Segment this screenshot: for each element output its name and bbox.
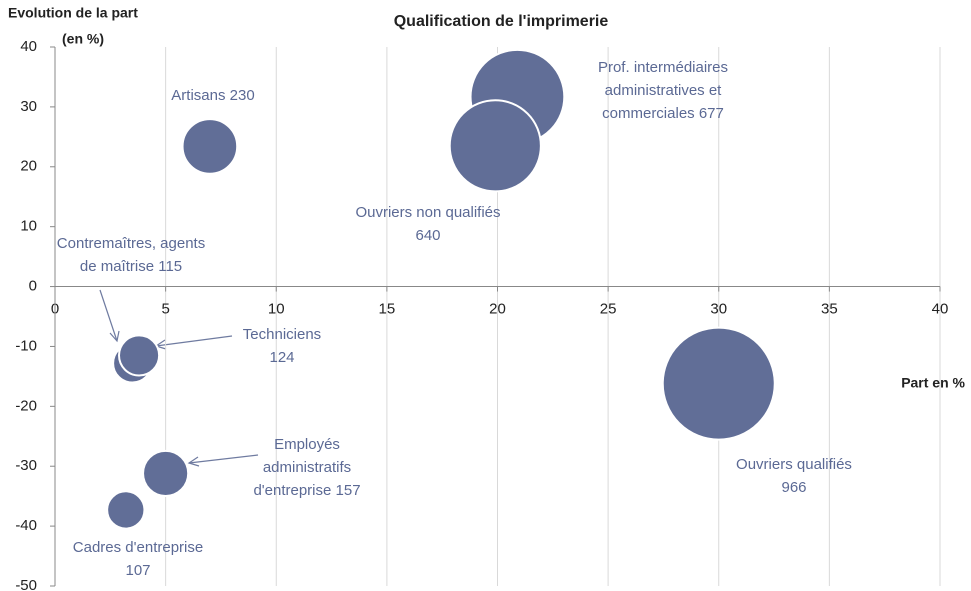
data-label: Contremaîtres, agents — [57, 235, 205, 252]
data-label: 107 — [125, 562, 150, 579]
data-label: administratives et — [605, 82, 723, 99]
y-tick-label: -40 — [15, 517, 37, 534]
data-label: Techniciens — [243, 326, 321, 343]
x-tick-label: 35 — [821, 301, 838, 318]
y-axis-title: Evolution de la part — [8, 5, 138, 21]
bubble — [106, 490, 146, 530]
data-label: 966 — [781, 479, 806, 496]
data-label: 640 — [415, 227, 440, 244]
arrow — [188, 454, 259, 464]
bubble — [142, 449, 190, 497]
data-label: Employés — [274, 436, 340, 453]
arrow — [155, 335, 233, 347]
data-label: d'entreprise 157 — [253, 482, 360, 499]
x-tick-label: 15 — [379, 301, 396, 318]
y-tick-label: 0 — [29, 278, 37, 295]
x-tick-label: 30 — [710, 301, 727, 318]
bubble — [448, 99, 542, 193]
data-label: de maîtrise 115 — [80, 258, 182, 275]
y-tick-label: 30 — [20, 98, 37, 115]
chart-title: Qualification de l'imprimerie — [394, 13, 609, 30]
y-tick-label: 20 — [20, 158, 37, 175]
data-label: commerciales 677 — [602, 105, 724, 122]
x-tick-label: 20 — [489, 301, 506, 318]
data-label: Prof. intermédiaires — [598, 59, 728, 76]
arrow — [99, 289, 118, 342]
data-label: Ouvriers qualifiés — [736, 456, 852, 473]
data-label: Ouvriers non qualifiés — [355, 204, 500, 221]
y-tick-label: -10 — [15, 337, 37, 354]
bubble — [118, 334, 161, 377]
y-tick-label: -30 — [15, 457, 37, 474]
y-tick-label: -50 — [15, 577, 37, 591]
data-label: 124 — [269, 349, 294, 366]
data-label: Cadres d'entreprise — [73, 539, 203, 556]
y-tick-label: 10 — [20, 218, 37, 235]
x-axis-title: Part en % — [901, 375, 965, 391]
x-tick-label: 40 — [932, 301, 949, 318]
x-tick-label: 5 — [161, 301, 169, 318]
y-tick-label: 40 — [20, 38, 37, 55]
x-tick-label: 25 — [600, 301, 617, 318]
data-label: Artisans 230 — [171, 87, 254, 104]
bubble — [181, 118, 239, 175]
y-axis-title: (en %) — [62, 31, 104, 47]
x-tick-label: 10 — [268, 301, 285, 318]
bubble — [661, 326, 776, 441]
arrows — [99, 289, 259, 467]
arrow-head — [109, 330, 120, 343]
arrow-head — [187, 456, 200, 467]
y-tick-label: -20 — [15, 397, 37, 414]
data-label: administratifs — [263, 459, 351, 476]
